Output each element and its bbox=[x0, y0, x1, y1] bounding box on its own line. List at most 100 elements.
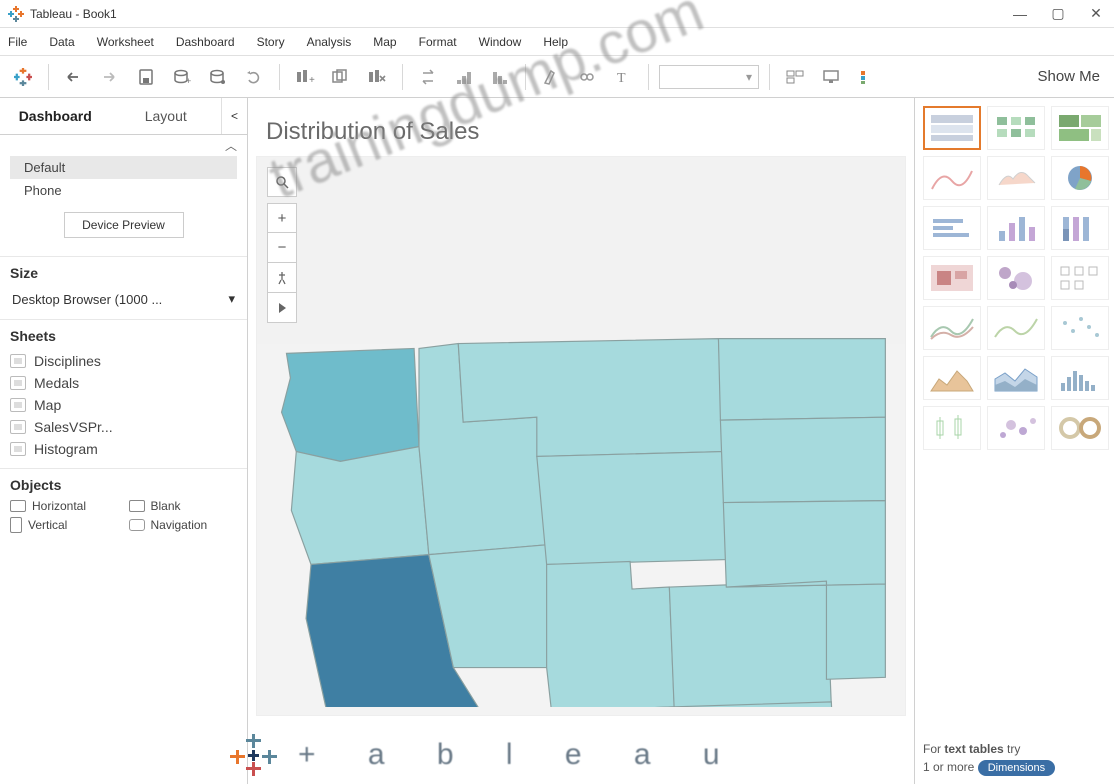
map-search-button[interactable] bbox=[267, 167, 297, 197]
clear-button[interactable] bbox=[362, 62, 392, 92]
save-button[interactable] bbox=[131, 62, 161, 92]
menu-help[interactable]: Help bbox=[543, 35, 568, 49]
map-pin-button[interactable] bbox=[267, 263, 297, 293]
toolbar: + + T ▾ Show Me bbox=[0, 56, 1114, 98]
svg-text:T: T bbox=[617, 71, 626, 86]
sheet-item[interactable]: Disciplines bbox=[10, 350, 237, 372]
navigation-icon bbox=[129, 519, 145, 531]
duplicate-button[interactable] bbox=[326, 62, 356, 92]
show-me-thumb-14[interactable] bbox=[1051, 306, 1109, 350]
device-button[interactable] bbox=[816, 62, 846, 92]
show-me-thumb-19[interactable] bbox=[987, 406, 1045, 450]
show-me-thumb-13[interactable] bbox=[987, 306, 1045, 350]
size-dropdown[interactable]: Desktop Browser (1000 ... ▾ bbox=[10, 287, 237, 311]
sheet-label: Disciplines bbox=[34, 353, 101, 369]
menu-window[interactable]: Window bbox=[479, 35, 522, 49]
new-data-button[interactable]: + bbox=[167, 62, 197, 92]
show-me-label[interactable]: Show Me bbox=[1037, 68, 1106, 85]
tab-layout[interactable]: Layout bbox=[111, 98, 222, 134]
undo-button[interactable] bbox=[239, 62, 269, 92]
state-utah[interactable] bbox=[547, 562, 675, 707]
state-nebraska[interactable] bbox=[723, 501, 885, 587]
show-me-thumb-8[interactable] bbox=[1051, 206, 1109, 250]
forward-button[interactable] bbox=[95, 62, 125, 92]
device-default[interactable]: Default bbox=[10, 156, 237, 179]
show-me-thumb-12[interactable] bbox=[923, 306, 981, 350]
fit-dropdown[interactable]: ▾ bbox=[659, 65, 759, 89]
toolbar-divider bbox=[769, 64, 770, 90]
toolbar-logo-icon[interactable] bbox=[8, 62, 38, 92]
state-washington[interactable] bbox=[282, 348, 419, 461]
show-me-thumb-16[interactable] bbox=[987, 356, 1045, 400]
object-blank[interactable]: Blank bbox=[129, 499, 238, 513]
swap-button[interactable] bbox=[413, 62, 443, 92]
choropleth-map bbox=[257, 157, 905, 707]
map-controls: + − bbox=[267, 167, 297, 323]
color-legend-button[interactable] bbox=[852, 62, 882, 92]
object-vertical[interactable]: Vertical bbox=[10, 517, 119, 533]
menu-story[interactable]: Story bbox=[257, 35, 285, 49]
sheet-item[interactable]: Histogram bbox=[10, 438, 237, 460]
highlight-button[interactable] bbox=[536, 62, 566, 92]
object-navigation[interactable]: Navigation bbox=[129, 517, 238, 533]
state-southdakota[interactable] bbox=[720, 417, 885, 502]
show-me-thumb-1[interactable] bbox=[987, 106, 1045, 150]
map-zoom-out-button[interactable]: − bbox=[267, 233, 297, 263]
minimize-button[interactable]: — bbox=[1010, 4, 1030, 24]
sheet-item[interactable]: SalesVSPr... bbox=[10, 416, 237, 438]
map-play-button[interactable] bbox=[267, 293, 297, 323]
show-me-thumb-11[interactable] bbox=[1051, 256, 1109, 300]
map-viz[interactable]: + − bbox=[256, 156, 906, 716]
label-button[interactable]: T bbox=[608, 62, 638, 92]
show-me-thumb-5[interactable] bbox=[1051, 156, 1109, 200]
window-controls: — ▢ ✕ bbox=[1010, 4, 1106, 24]
show-me-thumb-17[interactable] bbox=[1051, 356, 1109, 400]
menu-data[interactable]: Data bbox=[49, 35, 74, 49]
show-me-thumb-0[interactable] bbox=[923, 106, 981, 150]
tab-dashboard[interactable]: Dashboard bbox=[0, 98, 111, 134]
sheet-label: Medals bbox=[34, 375, 79, 391]
sheet-item[interactable]: Medals bbox=[10, 372, 237, 394]
show-me-thumb-18[interactable] bbox=[923, 406, 981, 450]
show-me-thumb-15[interactable] bbox=[923, 356, 981, 400]
sheet-item[interactable]: Map bbox=[10, 394, 237, 416]
show-me-thumb-3[interactable] bbox=[923, 156, 981, 200]
new-worksheet-button[interactable]: + bbox=[290, 62, 320, 92]
state-wyoming[interactable] bbox=[537, 452, 726, 565]
show-me-thumb-20[interactable] bbox=[1051, 406, 1109, 450]
sort-desc-button[interactable] bbox=[485, 62, 515, 92]
group-button[interactable] bbox=[572, 62, 602, 92]
show-me-thumb-7[interactable] bbox=[987, 206, 1045, 250]
sort-asc-button[interactable] bbox=[449, 62, 479, 92]
title-bar: Tableau - Book1 — ▢ ✕ bbox=[0, 0, 1114, 28]
show-me-thumb-10[interactable] bbox=[987, 256, 1045, 300]
show-me-thumb-6[interactable] bbox=[923, 206, 981, 250]
menu-format[interactable]: Format bbox=[419, 35, 457, 49]
back-button[interactable] bbox=[59, 62, 89, 92]
svg-text:+: + bbox=[309, 75, 315, 86]
state-colorado[interactable] bbox=[669, 581, 831, 707]
device-phone[interactable]: Phone bbox=[10, 179, 237, 202]
close-button[interactable]: ✕ bbox=[1086, 4, 1106, 24]
show-me-footer-sub: 1 or more bbox=[923, 760, 974, 774]
menu-dashboard[interactable]: Dashboard bbox=[176, 35, 235, 49]
show-me-thumb-2[interactable] bbox=[1051, 106, 1109, 150]
presentation-button[interactable] bbox=[780, 62, 810, 92]
menu-map[interactable]: Map bbox=[373, 35, 396, 49]
title-left: Tableau - Book1 bbox=[8, 6, 117, 22]
maximize-button[interactable]: ▢ bbox=[1048, 4, 1068, 24]
device-preview-button[interactable]: Device Preview bbox=[64, 212, 184, 238]
map-zoom-in-button[interactable]: + bbox=[267, 203, 297, 233]
state-oregon[interactable] bbox=[291, 447, 428, 565]
menu-worksheet[interactable]: Worksheet bbox=[97, 35, 154, 49]
collapse-panel-button[interactable]: < bbox=[221, 98, 247, 134]
state-northdakota[interactable] bbox=[718, 339, 885, 420]
refresh-button[interactable] bbox=[203, 62, 233, 92]
object-horizontal[interactable]: Horizontal bbox=[10, 499, 119, 513]
scroll-up-icon[interactable]: ︿ bbox=[0, 135, 247, 154]
show-me-thumb-9[interactable] bbox=[923, 256, 981, 300]
size-heading: Size bbox=[10, 265, 237, 281]
show-me-thumb-4[interactable] bbox=[987, 156, 1045, 200]
menu-analysis[interactable]: Analysis bbox=[307, 35, 352, 49]
menu-file[interactable]: File bbox=[8, 35, 27, 49]
